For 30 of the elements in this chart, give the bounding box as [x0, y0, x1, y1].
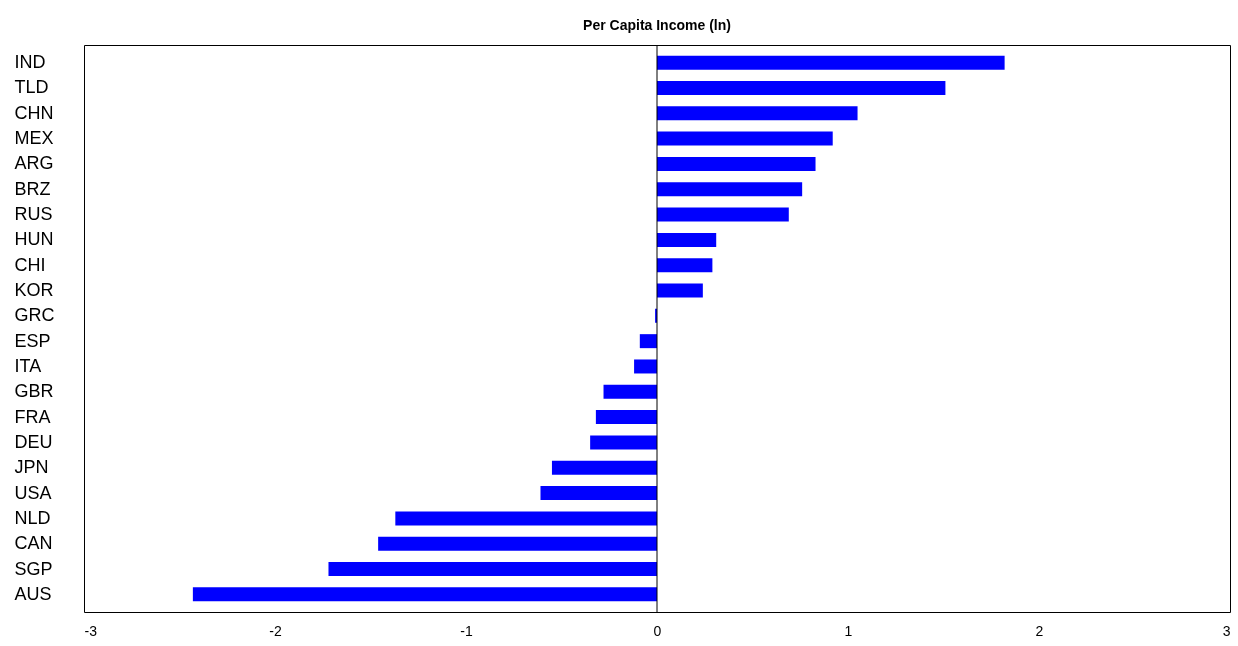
- y-tick-label: SGP: [14, 558, 53, 579]
- y-tick-label: NLD: [14, 507, 51, 528]
- y-tick-label: ESP: [14, 330, 51, 351]
- y-tick-label: GBR: [14, 381, 54, 402]
- y-tick-label: BRZ: [14, 178, 51, 199]
- y-tick-label: TLD: [14, 77, 49, 98]
- y-tick-label: CAN: [14, 533, 53, 554]
- x-tick-label: -1: [460, 622, 473, 639]
- y-tick-label: RUS: [14, 204, 53, 225]
- y-tick-label: DEU: [14, 431, 53, 452]
- y-tick-label: HUN: [14, 229, 54, 250]
- chart-title: Per Capita Income (ln): [583, 16, 731, 33]
- y-tick-label: JPN: [14, 457, 49, 478]
- y-tick-label: USA: [14, 482, 52, 503]
- y-tick-label: GRC: [14, 305, 55, 326]
- y-tick-label: CHI: [14, 254, 46, 275]
- y-tick-label: AUS: [14, 583, 52, 604]
- x-tick-label: 3: [1222, 622, 1231, 639]
- y-tick-label: CHN: [14, 102, 54, 123]
- y-tick-label: ARG: [14, 153, 54, 174]
- x-tick-label: -2: [269, 622, 282, 639]
- y-tick-label: MEX: [14, 128, 54, 149]
- x-tick-label: 1: [844, 622, 853, 639]
- y-tick-label: IND: [14, 52, 46, 73]
- y-tick-label: KOR: [14, 280, 54, 301]
- x-tick-label: 2: [1035, 622, 1044, 639]
- y-tick-label: FRA: [14, 406, 51, 427]
- x-tick-label: -3: [84, 622, 98, 639]
- y-tick-label: ITA: [14, 355, 42, 376]
- x-tick-label: 0: [653, 622, 662, 639]
